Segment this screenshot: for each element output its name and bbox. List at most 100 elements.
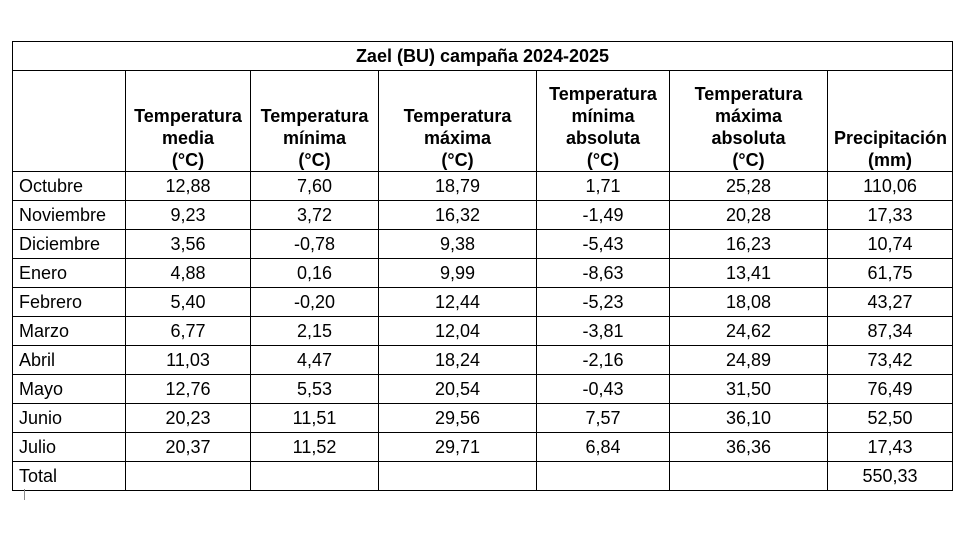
table-row: Junio 20,23 11,51 29,56 7,57 36,10 52,50 — [12, 403, 954, 433]
cell-max-temperature: 20,54 — [378, 374, 537, 404]
table-row: Julio 20,37 11,52 29,71 6,84 36,36 17,43 — [12, 432, 954, 462]
cell-absolute-min-temperature: -0,43 — [536, 374, 670, 404]
cell-precipitation: 87,34 — [826, 316, 954, 346]
column-header-line: Temperatura — [403, 106, 512, 126]
cell-mean-temperature: 5,40 — [125, 287, 251, 317]
column-header-line — [834, 105, 946, 127]
cell-absolute-max-temperature: 36,10 — [669, 403, 828, 433]
cell-max-temperature: 16,32 — [378, 200, 537, 230]
cell-precipitation: 43,27 — [826, 287, 954, 317]
column-header-line: (°C) — [586, 150, 620, 170]
column-header-line — [19, 127, 119, 149]
cell-month: Octubre — [12, 171, 126, 201]
column-header-max-temperature: Temperatura máxima (°C) — [378, 70, 537, 172]
cell-month: Mayo — [12, 374, 126, 404]
cell-max-temperature: 18,79 — [378, 171, 537, 201]
table-row: Enero 4,88 0,16 9,99 -8,63 13,41 61,75 — [12, 258, 954, 288]
cell-precipitation: 110,06 — [826, 171, 954, 201]
column-header-line: (°C) — [732, 150, 765, 170]
table-row: Marzo 6,77 2,15 12,04 -3,81 24,62 87,34 — [12, 316, 954, 346]
cell-precipitation: 76,49 — [826, 374, 954, 404]
cell-month: Noviembre — [12, 200, 126, 230]
column-header-line: absoluta — [711, 128, 786, 148]
column-header-line — [19, 149, 119, 171]
cell-month: Diciembre — [12, 229, 126, 259]
cell-absolute-min-temperature: -5,23 — [536, 287, 670, 317]
column-header-line: Temperatura — [549, 84, 657, 104]
table-row: Noviembre 9,23 3,72 16,32 -1,49 20,28 17,33 — [12, 200, 954, 230]
cell-absolute-min-temperature: -3,81 — [536, 316, 670, 346]
cell-mean-temperature: 12,76 — [125, 374, 251, 404]
column-header-line: máxima — [423, 128, 492, 148]
column-header-line: Temperatura — [134, 106, 242, 126]
cell-absolute-max-temperature: 24,89 — [669, 345, 828, 375]
cell-min-temperature: 3,72 — [250, 200, 379, 230]
column-header-line: Precipitación — [834, 128, 948, 148]
cell-absolute-max-temperature — [669, 461, 828, 491]
cell-max-temperature: 9,38 — [378, 229, 537, 259]
column-header-line: mínima — [571, 106, 635, 126]
cell-min-temperature: 0,16 — [250, 258, 379, 288]
cell-max-temperature: 18,24 — [378, 345, 537, 375]
cell-min-temperature: 5,53 — [250, 374, 379, 404]
cell-precipitation: 61,75 — [826, 258, 954, 288]
cell-absolute-max-temperature: 16,23 — [669, 229, 828, 259]
table-row: Octubre 12,88 7,60 18,79 1,71 25,28 110,06 — [12, 171, 954, 201]
table-row: Abril 11,03 4,47 18,24 -2,16 24,89 73,42 — [12, 345, 954, 375]
cell-precipitation: 52,50 — [826, 403, 954, 433]
cell-absolute-min-temperature: 6,84 — [536, 432, 670, 462]
cell-min-temperature: -0,78 — [250, 229, 379, 259]
cell-max-temperature: 12,04 — [378, 316, 537, 346]
cell-mean-temperature: 6,77 — [125, 316, 251, 346]
column-header-line: Temperatura — [694, 84, 803, 104]
cell-absolute-max-temperature: 36,36 — [669, 432, 828, 462]
cell-mean-temperature: 12,88 — [125, 171, 251, 201]
column-header-line: absoluta — [565, 128, 640, 148]
column-header-line: media — [161, 128, 215, 148]
cell-precipitation: 73,42 — [826, 345, 954, 375]
column-header-absolute-max-temperature: Temperatura máxima absoluta (°C) — [669, 70, 828, 172]
cell-max-temperature: 12,44 — [378, 287, 537, 317]
table-row: Total 550,33 — [12, 461, 954, 491]
column-header-line: (°C) — [441, 150, 474, 170]
table-body: Octubre 12,88 7,60 18,79 1,71 25,28 110,06 Novi… — [12, 171, 954, 491]
cell-month: Enero — [12, 258, 126, 288]
column-header-mean-temperature: Temperatura media (°C) — [125, 70, 251, 172]
column-header-line: máxima — [714, 106, 783, 126]
cell-precipitation: 17,43 — [826, 432, 954, 462]
column-header-line — [385, 83, 530, 105]
column-header-line: (mm) — [868, 150, 912, 170]
cell-max-temperature: 29,56 — [378, 403, 537, 433]
cell-min-temperature — [250, 461, 379, 491]
cell-absolute-max-temperature: 18,08 — [669, 287, 828, 317]
cell-mean-temperature: 9,23 — [125, 200, 251, 230]
column-header-line — [834, 83, 946, 105]
cell-max-temperature: 9,99 — [378, 258, 537, 288]
cell-absolute-max-temperature: 25,28 — [669, 171, 828, 201]
cell-min-temperature: 2,15 — [250, 316, 379, 346]
cell-mean-temperature — [125, 461, 251, 491]
column-header-line: Temperatura — [260, 106, 369, 126]
cell-absolute-max-temperature: 31,50 — [669, 374, 828, 404]
column-header-line — [132, 83, 244, 105]
cell-absolute-min-temperature — [536, 461, 670, 491]
column-header-line — [19, 83, 119, 105]
climate-data-table: Zael (BU) campaña 2024-2025 Temperatura m… — [11, 41, 954, 491]
column-header-row: Temperatura media (°C) Temperatura mínima (°… — [12, 70, 954, 172]
cell-max-temperature: 29,71 — [378, 432, 537, 462]
cell-mean-temperature: 11,03 — [125, 345, 251, 375]
text-cursor — [24, 489, 25, 500]
column-header-month — [12, 70, 126, 172]
table-row: Mayo 12,76 5,53 20,54 -0,43 31,50 76,49 — [12, 374, 954, 404]
column-header-min-temperature: Temperatura mínima (°C) — [250, 70, 379, 172]
cell-precipitation: 550,33 — [826, 461, 954, 491]
cell-min-temperature: 7,60 — [250, 171, 379, 201]
table-title-row: Zael (BU) campaña 2024-2025 — [11, 41, 954, 71]
cell-min-temperature: 11,51 — [250, 403, 379, 433]
cell-min-temperature: 4,47 — [250, 345, 379, 375]
cell-absolute-min-temperature: -5,43 — [536, 229, 670, 259]
cell-month: Abril — [12, 345, 126, 375]
column-header-line: (°C) — [171, 150, 205, 170]
table-title: Zael (BU) campaña 2024-2025 — [11, 41, 954, 71]
column-header-line — [257, 83, 372, 105]
